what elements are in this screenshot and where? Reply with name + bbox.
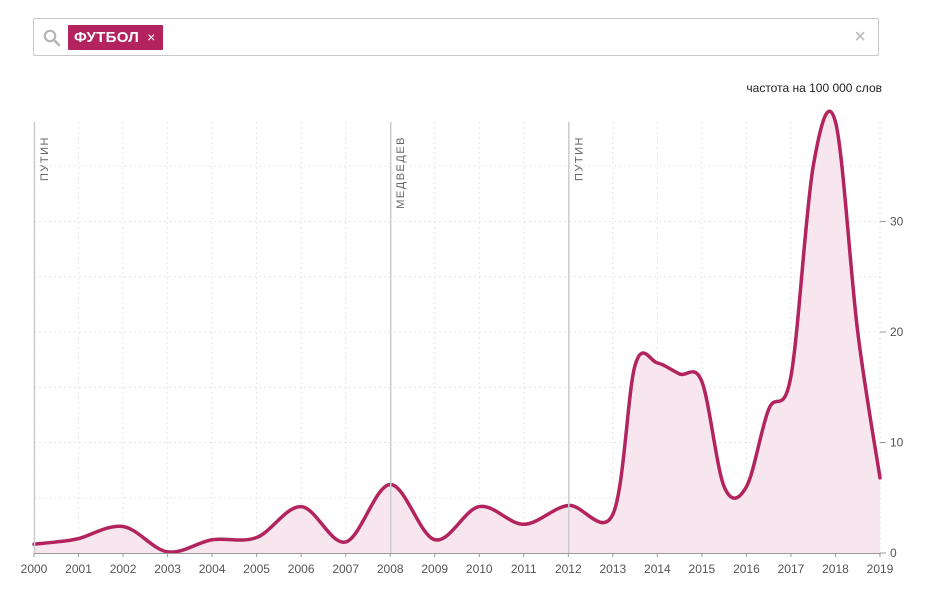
search-box[interactable]: ФУТБОЛ × × (33, 18, 879, 56)
y-tick-label: 0 (890, 546, 897, 560)
x-tick-label: 2000 (21, 562, 48, 576)
clear-search-icon[interactable]: × (854, 26, 866, 48)
x-tick-label: 2016 (733, 562, 760, 576)
x-tick-label: 2017 (778, 562, 805, 576)
x-tick-label: 2019 (867, 562, 894, 576)
x-tick-label: 2011 (511, 562, 537, 576)
x-tick-label: 2008 (377, 562, 404, 576)
unit-label: частота на 100 000 слов (746, 81, 882, 95)
event-label: ПУТИН (39, 136, 51, 181)
y-tick-label: 20 (890, 325, 904, 339)
search-tag: ФУТБОЛ × (68, 25, 164, 50)
x-tick-label: 2001 (65, 562, 92, 576)
x-tick-label: 2012 (555, 562, 582, 576)
y-tick-label: 30 (890, 214, 904, 228)
search-icon (43, 29, 61, 47)
x-tick-label: 2004 (199, 562, 226, 576)
event-layer: ПУТИН МЕДВЕДЕВ ПУТИН (33, 122, 585, 553)
search-tag-label: ФУТБОЛ (74, 29, 140, 46)
x-tick-label: 2014 (644, 562, 671, 576)
x-tick-label: 2013 (599, 562, 626, 576)
x-tick-label: 2002 (110, 562, 137, 576)
x-tick-label: 2018 (822, 562, 849, 576)
tag-remove-icon[interactable]: × (147, 29, 156, 45)
x-tick-label: 2015 (689, 562, 716, 576)
axis-layer: 2000 2001 2002 2003 2004 2005 2006 2007 2008 2009… (21, 214, 904, 576)
event-label: МЕДВЕДЕВ (395, 136, 407, 209)
area-fill (34, 111, 880, 553)
event-label: ПУТИН (573, 136, 585, 181)
x-tick-label: 2010 (466, 562, 493, 576)
x-tick-label: 2003 (154, 562, 181, 576)
x-tick-label: 2009 (421, 562, 448, 576)
x-tick-label: 2007 (332, 562, 359, 576)
area-layer (32, 109, 882, 554)
x-tick-label: 2005 (243, 562, 270, 576)
x-tick-label: 2006 (288, 562, 315, 576)
y-tick-label: 10 (890, 435, 904, 449)
